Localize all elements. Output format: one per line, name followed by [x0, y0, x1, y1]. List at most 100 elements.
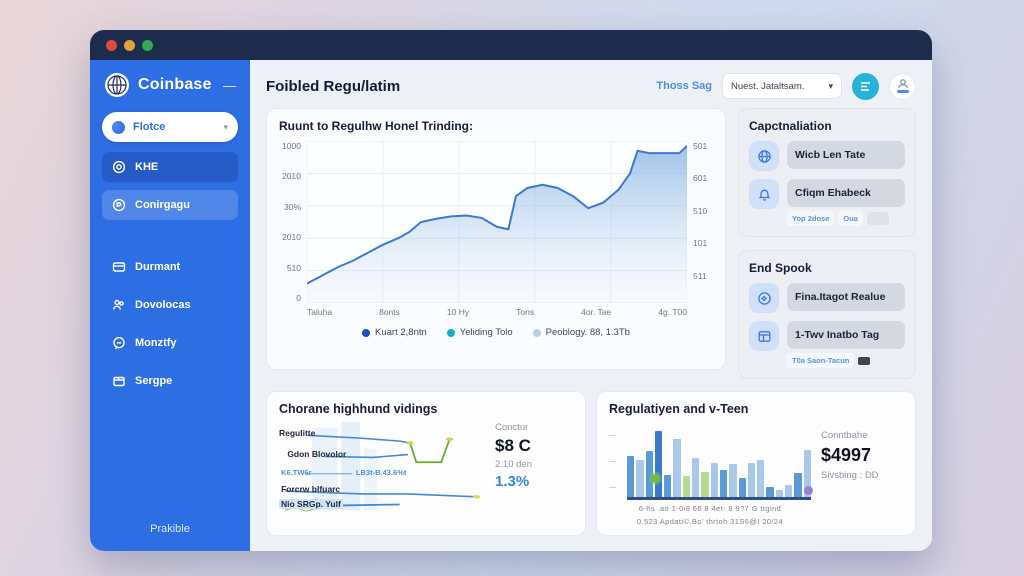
bar[interactable] — [775, 489, 784, 497]
series-label: Gdon Blovolor — [287, 448, 347, 459]
window-titlebar — [90, 30, 932, 60]
bar[interactable] — [701, 472, 709, 497]
legend-dot-icon — [362, 328, 371, 337]
header-select[interactable]: Nuest. Jataltsam. ▾ — [722, 73, 842, 99]
bar[interactable] — [636, 459, 644, 497]
y-axis-right: 501 601 510 101 511 — [687, 141, 713, 303]
mini-toggle[interactable] — [858, 356, 871, 365]
legend-item[interactable]: Kuart 2,8ntn — [362, 327, 427, 338]
sidebar-footer-link[interactable]: Prakible — [150, 523, 190, 535]
bar[interactable] — [738, 477, 746, 497]
sidebar-collapse-button[interactable]: — — [223, 77, 236, 93]
main-chart-title: Ruunt to Regulhw Honel Trinding: — [279, 119, 473, 133]
bars-card-title: Regulatiyen and v-Teen — [609, 402, 749, 416]
sidebar-item-dovolocas[interactable]: Dovolocas — [102, 290, 238, 320]
info-row[interactable]: 1-Twv Inatbo Tag T0a Saon-Tacun — [749, 321, 905, 368]
y-tick-label: 511 — [693, 270, 707, 281]
bar[interactable] — [692, 458, 700, 497]
area-chart-plot[interactable] — [307, 141, 687, 303]
bar[interactable] — [803, 449, 811, 497]
sidebar-item-monztfy[interactable]: Monztfy — [102, 328, 238, 358]
mini-line-chart[interactable]: Regulitte Gdon Blovolor K6.TW6r LB3t-B.4… — [279, 420, 487, 516]
bar[interactable] — [729, 464, 737, 497]
bar[interactable] — [719, 470, 728, 497]
card-title: End Spook — [749, 261, 812, 275]
chart-settings-button[interactable] — [852, 72, 879, 100]
y-tick-label: 101 — [693, 238, 708, 249]
x-tick-label: 4or. Tae — [581, 307, 612, 317]
bar[interactable] — [766, 487, 774, 497]
stat-label: Conntbahe — [821, 430, 868, 441]
chat-icon — [111, 336, 126, 351]
y-tick-label: 2010 — [282, 232, 301, 243]
x-tick-label: 8onts — [379, 307, 400, 317]
maximize-window-button[interactable] — [142, 39, 153, 51]
sidebar-item-conirgagu[interactable]: Conirgagu — [102, 190, 238, 220]
minimize-window-button[interactable] — [124, 39, 135, 51]
stat-percent: 1.3% — [495, 473, 530, 490]
info-row[interactable]: Fina.Itagot Realue — [749, 283, 905, 313]
y-tick-label: 30% — [283, 201, 301, 212]
x-tick-label: Taluha — [307, 307, 333, 317]
purple-marker-dot — [804, 486, 813, 495]
legend-dot-icon — [446, 328, 455, 337]
bar-axis-ticks: — — — — [609, 422, 619, 500]
tag-chip[interactable]: Oua — [838, 211, 863, 226]
axis-dash: — — [609, 431, 616, 439]
holdings-stats: Conctur $8 C 2.10 den 1.3% — [487, 420, 573, 516]
profile-button[interactable] — [889, 72, 916, 100]
workspace-selector-label: Flotce — [133, 121, 166, 133]
chevron-down-icon: ▾ — [223, 121, 228, 132]
x-tick-label: 4g. T00 — [658, 307, 687, 317]
sidebar-item-khe[interactable]: KHE — [102, 152, 238, 182]
coin-icon — [111, 160, 126, 175]
info-pill-label: Wicb Len Tate — [787, 141, 905, 169]
bar[interactable] — [710, 462, 718, 497]
bar[interactable] — [785, 485, 793, 497]
axis-dash: — — [609, 457, 616, 465]
mini-line-chart-svg — [279, 421, 481, 516]
brand-name: Coinbase — [138, 76, 212, 93]
header-link[interactable]: Thoss Sag — [656, 80, 712, 92]
y-tick-label: 510 — [693, 205, 708, 216]
bar[interactable] — [757, 459, 765, 497]
legend-label: Kuart 2,8ntn — [375, 327, 427, 338]
box-icon — [111, 374, 126, 389]
series-label: Nio SRGp. Yulf — [279, 498, 343, 509]
bar[interactable] — [747, 462, 756, 497]
bar[interactable] — [645, 450, 653, 497]
bars-stats: Conntbahe $4997 Sivsbing : DD — [811, 422, 903, 526]
legend-dot-icon — [532, 328, 541, 337]
stat-label: Conctur — [495, 422, 529, 433]
bar[interactable] — [682, 476, 691, 497]
bar[interactable] — [794, 473, 802, 497]
refresh-coin-icon — [749, 283, 779, 313]
info-row[interactable]: Wicb Len Tate — [749, 141, 905, 171]
equalizer-icon — [861, 81, 870, 91]
page-title: Foibled Regu/latim — [266, 77, 401, 95]
bar[interactable] — [664, 474, 672, 497]
bar[interactable] — [627, 455, 635, 497]
x-axis: Taluha 8onts 10 Hy Tons 4or. Tae 4g. T00 — [307, 307, 687, 317]
sidebar-item-durmant[interactable]: Durmant — [102, 252, 238, 282]
workspace-selector[interactable]: Flotce ▾ — [102, 112, 238, 142]
x-tick-label: Tons — [516, 307, 535, 317]
bell-icon — [749, 179, 779, 209]
bar[interactable] — [673, 438, 681, 497]
close-window-button[interactable] — [106, 39, 117, 51]
bar-chart[interactable] — [627, 422, 813, 500]
panel-icon — [749, 321, 779, 351]
info-pill-label: 1-Twv Inatbo Tag — [787, 321, 905, 349]
sidebar-item-sergpe[interactable]: Sergpe — [102, 366, 238, 396]
legend-item[interactable]: Yeliding Tolo — [446, 327, 513, 338]
axis-dash: — — [609, 483, 616, 491]
y-tick-label: 501 — [693, 141, 708, 151]
coinbase-logo-icon — [104, 72, 130, 98]
tag-chip[interactable]: T0a Saon-Tacun — [787, 353, 855, 368]
legend-item[interactable]: Peoblogy. 88, 1.3Tb — [532, 327, 630, 338]
info-row[interactable]: Cfiqm Ehabeck Yop 2dose Oua — [749, 179, 905, 226]
bar[interactable] — [654, 431, 663, 497]
tag-chip[interactable]: Yop 2dose — [787, 211, 835, 226]
stat-value: $4997 — [821, 445, 872, 465]
